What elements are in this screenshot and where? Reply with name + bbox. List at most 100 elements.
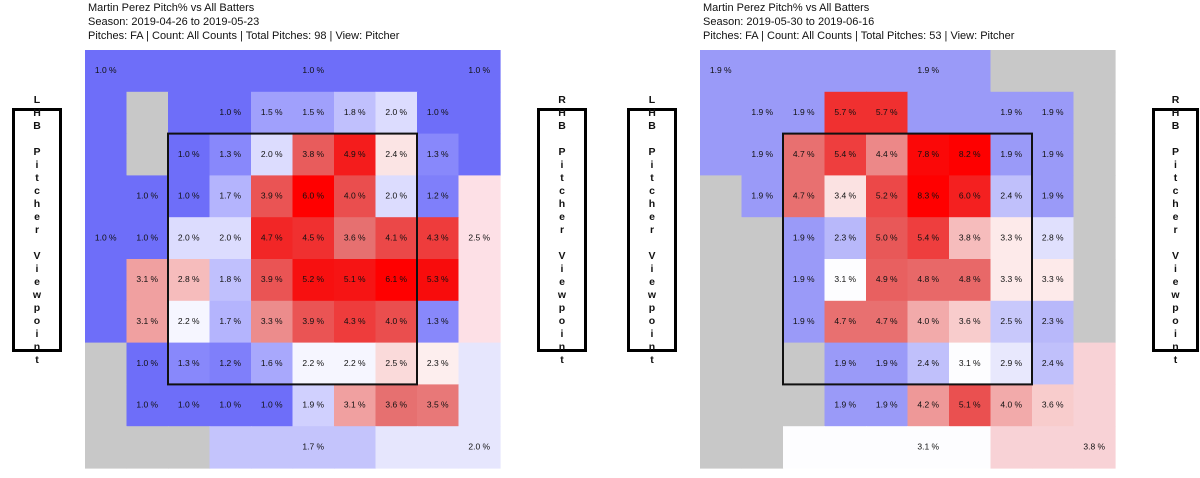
cell — [417, 175, 460, 218]
cell-label: 4.3 % — [344, 316, 366, 326]
cell-label: 1.9 % — [302, 400, 324, 410]
cell-label: 3.3 % — [1000, 274, 1022, 284]
cell-label: 1.9 % — [834, 400, 856, 410]
cell-label: 3.4 % — [834, 191, 856, 201]
cell — [126, 300, 169, 344]
cell — [85, 259, 128, 302]
cell — [375, 426, 418, 469]
cell-label: 4.1 % — [385, 232, 407, 242]
cell — [1073, 384, 1116, 427]
cell-label: 4.0 % — [385, 316, 407, 326]
cell — [1032, 133, 1075, 176]
cell-label: 5.0 % — [876, 232, 898, 242]
cell-label: 1.9 % — [793, 107, 815, 117]
cell-label: 1.9 % — [793, 316, 815, 326]
cell — [990, 300, 1033, 344]
cell — [741, 300, 784, 344]
cell — [251, 50, 294, 93]
cell-label: 5.1 % — [344, 274, 366, 284]
cell — [1073, 259, 1116, 302]
cell — [1073, 300, 1116, 344]
cell — [417, 384, 460, 427]
cell — [783, 175, 826, 218]
cell-label: 8.2 % — [959, 149, 981, 159]
cell — [251, 426, 294, 469]
cell-label: 5.2 % — [302, 274, 324, 284]
cell — [458, 300, 501, 344]
cell — [168, 217, 211, 260]
cell — [824, 426, 867, 469]
cell — [990, 259, 1033, 302]
cell-label: 7.8 % — [917, 149, 939, 159]
cell — [907, 91, 950, 135]
cell-label: 2.5 % — [468, 232, 490, 242]
cell — [949, 175, 992, 218]
cell — [866, 91, 909, 135]
cell — [251, 384, 294, 427]
cell — [741, 342, 784, 385]
cell — [824, 259, 867, 302]
cell — [251, 217, 294, 260]
cell — [949, 384, 992, 427]
cell — [292, 384, 335, 427]
cell-label: 1.9 % — [710, 65, 732, 75]
cell — [949, 259, 992, 302]
cell-label: 1.2 % — [427, 191, 449, 201]
cell — [209, 50, 252, 93]
cell — [85, 217, 128, 260]
cell — [292, 259, 335, 302]
cell — [334, 133, 377, 176]
cell — [417, 91, 460, 135]
chart-title: Martin Perez Pitch% vs All Batters — [703, 2, 870, 14]
cell — [783, 342, 826, 385]
cell-label: 2.0 % — [385, 191, 407, 201]
cell — [85, 342, 128, 385]
cell — [251, 133, 294, 176]
cell — [783, 91, 826, 135]
cell — [990, 217, 1033, 260]
cell — [334, 300, 377, 344]
cell — [741, 217, 784, 260]
cell-label: 3.8 % — [302, 149, 324, 159]
cell-label: 2.0 % — [468, 441, 490, 451]
cell — [824, 384, 867, 427]
cell — [458, 50, 501, 93]
cell-label: 1.0 % — [178, 149, 200, 159]
cell — [866, 384, 909, 427]
cell — [824, 217, 867, 260]
cell-label: 1.3 % — [427, 316, 449, 326]
cell-label: 3.5 % — [427, 400, 449, 410]
cell — [949, 133, 992, 176]
cell — [168, 133, 211, 176]
cell-label: 3.8 % — [1083, 441, 1105, 451]
cell — [907, 50, 950, 93]
cell — [949, 217, 992, 260]
cell — [1073, 175, 1116, 218]
cell-label: 1.7 % — [219, 191, 241, 201]
cell — [334, 259, 377, 302]
cell-label: 3.1 % — [917, 441, 939, 451]
cell — [251, 342, 294, 385]
right-viewpoint-box: RHB Pitcher Viewpoint — [1152, 94, 1199, 367]
cell — [783, 384, 826, 427]
cell — [990, 342, 1033, 385]
cell-label: 1.9 % — [1042, 191, 1064, 201]
cell-label: 1.8 % — [344, 107, 366, 117]
cell — [417, 133, 460, 176]
cell-label: 3.1 % — [136, 316, 158, 326]
cell-label: 3.9 % — [261, 191, 283, 201]
cell — [292, 175, 335, 218]
cell — [417, 342, 460, 385]
cell-label: 3.1 % — [834, 274, 856, 284]
cell — [700, 91, 743, 135]
cell — [741, 91, 784, 135]
cell — [375, 259, 418, 302]
cell — [458, 91, 501, 135]
cell — [126, 91, 169, 135]
cell — [375, 91, 418, 135]
cell — [990, 91, 1033, 135]
cell — [375, 342, 418, 385]
cell — [1032, 91, 1075, 135]
